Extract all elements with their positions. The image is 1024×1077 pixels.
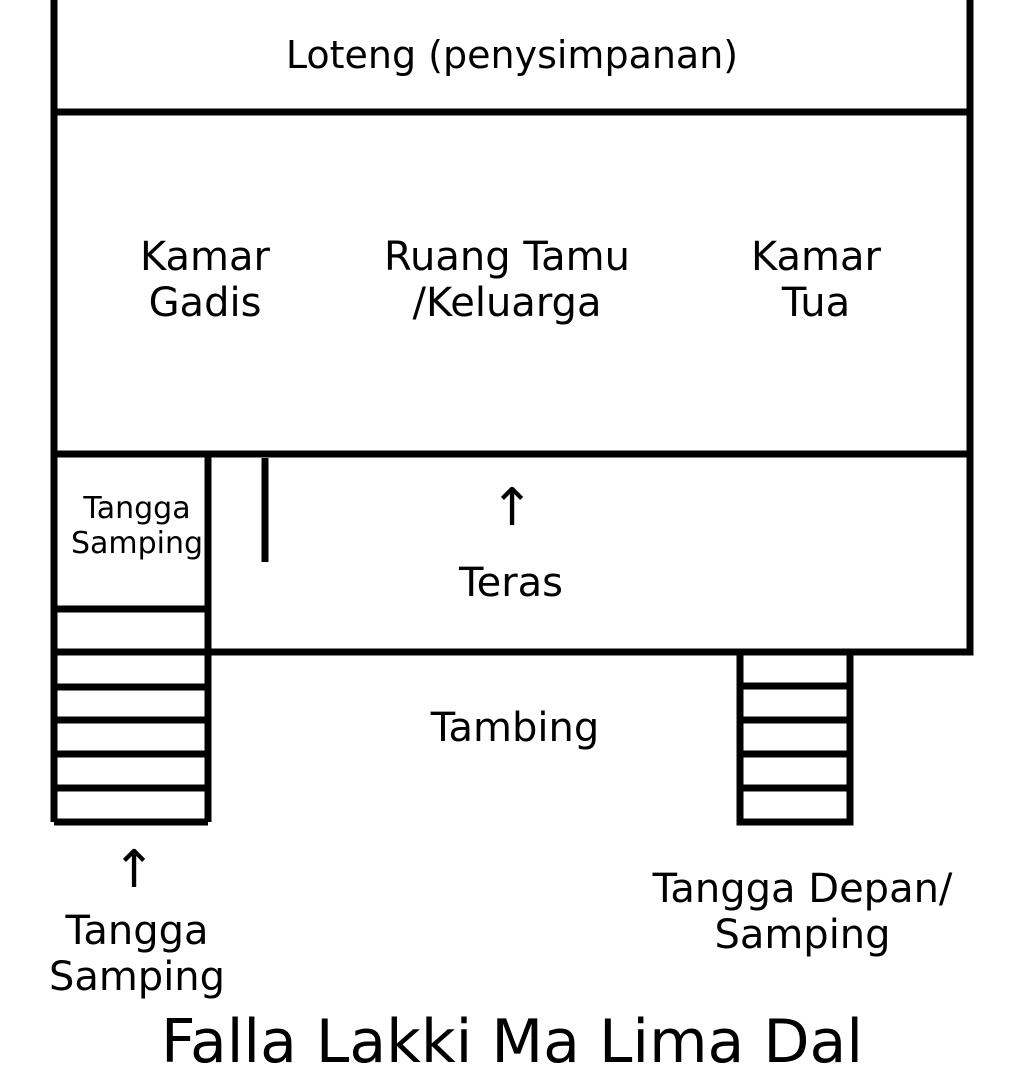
kamar-gadis-label: Kamar Gadis — [140, 234, 270, 326]
ruang-tamu-label: Ruang Tamu /Keluarga — [384, 234, 630, 326]
teras-label: Teras — [458, 560, 564, 606]
tangga-depan-label: Tangga Depan/ Samping — [652, 866, 953, 958]
up-arrow-icon: ↑ — [112, 840, 156, 900]
floor-plan-diagram — [50, 0, 974, 826]
footer-title-partial: Falla Lakki Ma Lima Dal — [160, 1007, 863, 1077]
front-stair-outline — [736, 648, 854, 826]
up-arrow-icon: ↑ — [490, 478, 534, 538]
house-outline — [50, 0, 974, 656]
tangga-samping-outer-label: Tangga Samping — [48, 908, 226, 1000]
tambing-label: Tambing — [430, 705, 600, 751]
kamar-tua-label: Kamar Tua — [751, 234, 881, 326]
loteng-label: Loteng (penysimpanan) — [285, 33, 739, 77]
tangga-samping-inner-label: Tangga Samping — [70, 491, 204, 561]
